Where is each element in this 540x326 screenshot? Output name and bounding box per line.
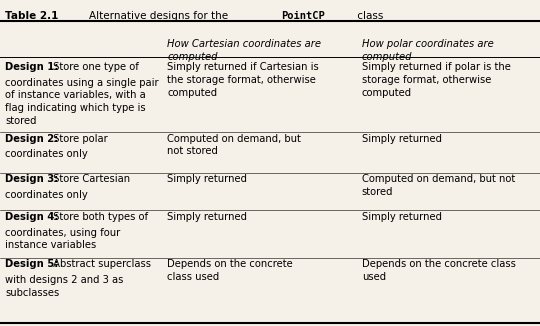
- Text: Design 2:: Design 2:: [5, 134, 59, 144]
- Text: Design 3:: Design 3:: [5, 174, 59, 185]
- Text: Simply returned if Cartesian is
the storage format, otherwise
computed: Simply returned if Cartesian is the stor…: [167, 62, 319, 97]
- Text: class: class: [354, 11, 383, 22]
- Text: coordinates using a single pair
of instance variables, with a
flag indicating wh: coordinates using a single pair of insta…: [5, 78, 159, 126]
- Text: How polar coordinates are
computed: How polar coordinates are computed: [362, 39, 494, 62]
- Text: Store one type of: Store one type of: [50, 62, 139, 72]
- Text: Computed on demand, but
not stored: Computed on demand, but not stored: [167, 134, 301, 156]
- Text: Alternative designs for the: Alternative designs for the: [89, 11, 232, 22]
- Text: Computed on demand, but not
stored: Computed on demand, but not stored: [362, 174, 515, 197]
- Text: Depends on the concrete
class used: Depends on the concrete class used: [167, 259, 293, 282]
- Text: Table 2.1: Table 2.1: [5, 11, 59, 22]
- Text: Design 5:: Design 5:: [5, 259, 59, 269]
- Text: Store polar: Store polar: [50, 134, 108, 144]
- Text: coordinates only: coordinates only: [5, 149, 88, 159]
- Text: Simply returned: Simply returned: [362, 212, 442, 222]
- Text: Abstract superclass: Abstract superclass: [50, 259, 151, 269]
- Text: Simply returned: Simply returned: [362, 134, 442, 144]
- Text: Store Cartesian: Store Cartesian: [50, 174, 130, 185]
- Text: How Cartesian coordinates are
computed: How Cartesian coordinates are computed: [167, 39, 321, 62]
- Text: Depends on the concrete class
used: Depends on the concrete class used: [362, 259, 516, 282]
- Text: Simply returned if polar is the
storage format, otherwise
computed: Simply returned if polar is the storage …: [362, 62, 511, 97]
- Text: PointCP: PointCP: [281, 11, 325, 22]
- Text: Design 4:: Design 4:: [5, 212, 59, 222]
- Text: Design 1:: Design 1:: [5, 62, 59, 72]
- Text: Store both types of: Store both types of: [50, 212, 148, 222]
- Text: coordinates only: coordinates only: [5, 190, 88, 200]
- Text: Simply returned: Simply returned: [167, 174, 247, 185]
- Text: Simply returned: Simply returned: [167, 212, 247, 222]
- Text: with designs 2 and 3 as
subclasses: with designs 2 and 3 as subclasses: [5, 275, 124, 298]
- Text: coordinates, using four
instance variables: coordinates, using four instance variabl…: [5, 228, 120, 250]
